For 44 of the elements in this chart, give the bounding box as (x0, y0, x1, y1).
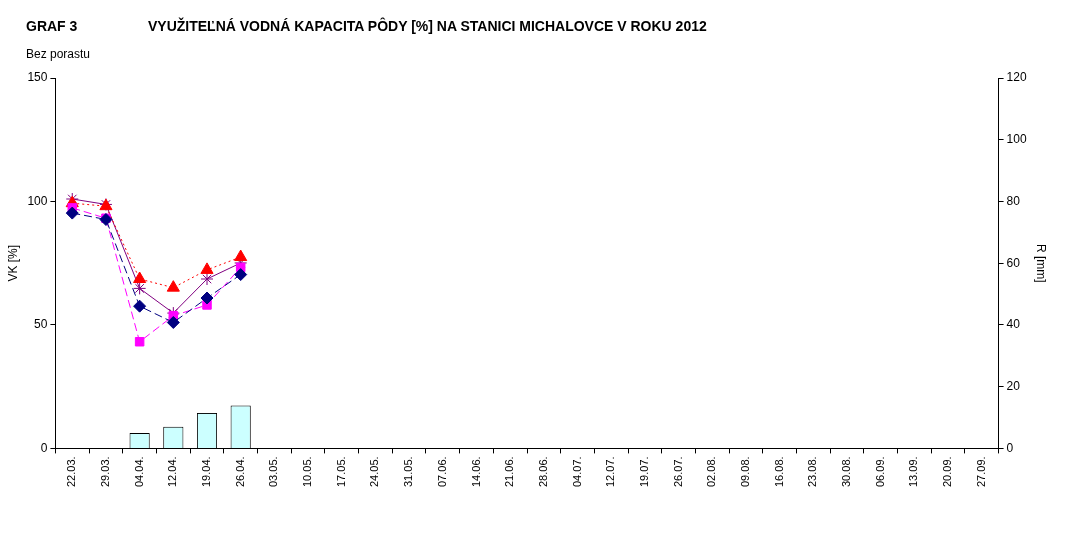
y-tick-label: 0 (40, 440, 48, 455)
x-tick-label: 19.07. (637, 456, 650, 488)
x-tick-label: 06.09. (873, 456, 886, 488)
x-tick-label: 27.09. (974, 456, 987, 488)
x-tick-label: 12.04. (166, 456, 179, 488)
y2-tick-label: 100 (1006, 132, 1027, 147)
x-tick-label: 28.06. (536, 456, 549, 488)
x-tick-label: 20.09. (941, 456, 954, 488)
x-tick-label: 02.08. (705, 456, 718, 488)
x-tick-label: 23.08. (806, 456, 819, 488)
y2-tick-label: 120 (1006, 70, 1027, 85)
x-tick-label: 26.04. (233, 456, 246, 488)
y-axis-title: VK [%] (5, 244, 20, 282)
x-tick-label: 07.06. (435, 456, 448, 488)
y2-tick-label: 80 (1006, 193, 1021, 208)
y2-tick-label: 20 (1006, 378, 1021, 393)
text: GRAF 3 (26, 18, 78, 34)
y-tick-label: 100 (27, 193, 48, 208)
x-tick-label: 30.08. (840, 456, 853, 488)
x-tick-label: 22.03. (65, 456, 78, 488)
x-tick-label: 21.06. (503, 456, 516, 488)
x-tick-label: 04.07. (570, 456, 583, 488)
x-tick-label: 09.08. (738, 456, 751, 488)
x-tick-label: 24.05. (368, 456, 381, 488)
y-tick-label: 150 (27, 70, 48, 85)
x-tick-label: 19.04. (200, 456, 213, 488)
x-tick-label: 03.05. (267, 456, 280, 488)
x-tick-label: 17.05. (334, 456, 347, 488)
y-tick-label: 50 (34, 317, 48, 332)
x-tick-label: 16.08. (772, 456, 785, 488)
y2-tick-label: 40 (1006, 317, 1021, 332)
y2-axis-title: R [mm] (1034, 243, 1049, 283)
y2-tick-label: 0 (1006, 440, 1014, 455)
x-tick-label: 14.06. (469, 456, 482, 488)
x-tick-label: 31.05. (402, 456, 415, 488)
x-tick-label: 13.09. (907, 456, 920, 488)
x-tick-label: 04.04. (132, 456, 145, 488)
x-tick-label: 26.07. (671, 456, 684, 488)
chart-subtitle: Bez porastu (26, 47, 91, 61)
x-tick-label: 12.07. (604, 456, 617, 488)
y2-tick-label: 60 (1006, 255, 1021, 270)
x-tick-label: 29.03. (98, 456, 111, 488)
x-tick-label: 10.05. (301, 456, 314, 488)
chart-title: VYUŽITEĽNÁ VODNÁ KAPACITA PÔDY [%] NA STANICI MICHALOVCE V ROKU 2012 (148, 18, 707, 34)
